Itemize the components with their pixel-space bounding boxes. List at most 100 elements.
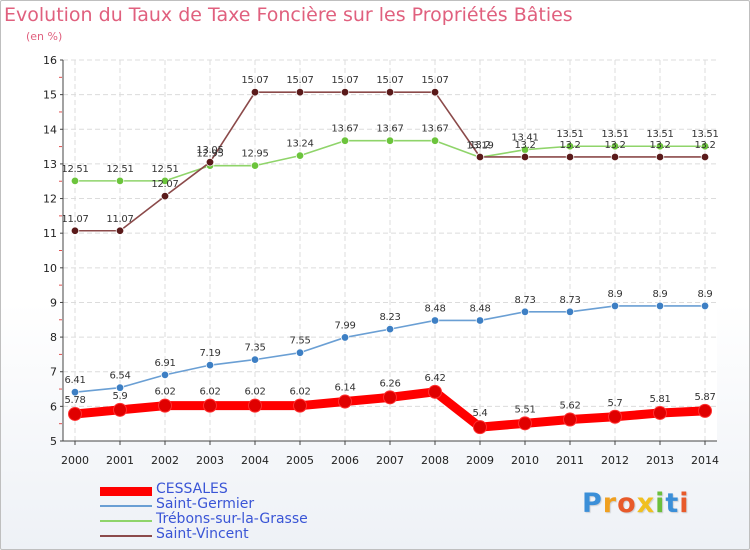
data-point-saint-germier — [205, 360, 215, 370]
data-point-saint-germier — [565, 307, 575, 317]
data-label-cessales: 5.51 — [514, 404, 535, 415]
data-point-saint-vincent — [655, 152, 665, 162]
logo-letter: r — [602, 488, 618, 519]
data-point-tr-bons-sur-la-grasse — [340, 136, 350, 145]
data-label-saint-germier: 8.9 — [652, 289, 667, 300]
y-tick-label: 16 — [43, 54, 57, 67]
data-point-saint-germier — [250, 355, 260, 364]
data-label-saint-germier: 8.9 — [607, 289, 622, 300]
y-tick-label: 5 — [50, 435, 57, 448]
data-label-saint-vincent: 13.2 — [604, 140, 625, 151]
data-label-saint-vincent: 13.2 — [649, 140, 670, 151]
brand-logo: Proxiti — [582, 488, 690, 519]
data-point-cessales — [248, 398, 262, 413]
legend-label: Trébons-sur-la-Grasse — [156, 511, 308, 527]
data-label-saint-vincent: 11.07 — [106, 214, 133, 225]
data-label-saint-vincent: 13.2 — [469, 140, 490, 151]
data-label-cessales: 6.14 — [334, 383, 355, 394]
y-tick-label: 7 — [50, 366, 57, 379]
legend-swatch — [100, 486, 152, 496]
x-tick-label: 2010 — [511, 454, 539, 467]
data-label-tr-bons-sur-la-grasse: 13.41 — [511, 133, 538, 144]
data-label-cessales: 6.26 — [379, 378, 400, 389]
data-label-tr-bons-sur-la-grasse: 13.51 — [556, 129, 583, 140]
data-label-cessales: 5.9 — [112, 391, 127, 402]
x-tick-label: 2001 — [106, 454, 134, 467]
data-point-cessales — [383, 390, 397, 405]
x-tick-label: 2000 — [61, 454, 89, 467]
data-label-cessales: 6.02 — [199, 387, 220, 398]
data-point-tr-bons-sur-la-grasse — [160, 176, 170, 186]
data-label-cessales: 5.78 — [64, 395, 85, 406]
data-label-cessales: 6.02 — [289, 387, 310, 398]
data-label-cessales: 5.87 — [694, 392, 715, 403]
data-point-saint-germier — [340, 333, 350, 342]
data-point-tr-bons-sur-la-grasse — [250, 161, 260, 170]
data-point-cessales — [698, 403, 712, 418]
data-label-saint-germier: 8.9 — [697, 289, 712, 300]
data-label-saint-germier: 6.91 — [154, 358, 175, 369]
data-label-tr-bons-sur-la-grasse: 13.19 — [466, 140, 493, 151]
data-label-cessales: 5.62 — [559, 401, 580, 412]
data-point-tr-bons-sur-la-grasse — [610, 142, 620, 151]
x-tick-label: 2013 — [646, 454, 674, 467]
data-label-cessales: 6.42 — [424, 373, 445, 384]
data-point-tr-bons-sur-la-grasse — [655, 142, 665, 151]
data-point-saint-vincent — [610, 152, 620, 162]
data-point-saint-germier — [520, 307, 530, 317]
x-tick-label: 2011 — [556, 454, 584, 467]
data-point-saint-vincent — [385, 88, 395, 97]
data-point-saint-germier — [610, 301, 620, 311]
data-point-saint-germier — [385, 324, 395, 334]
data-point-saint-germier — [115, 383, 125, 392]
data-point-saint-vincent — [340, 88, 350, 97]
data-point-saint-vincent — [160, 191, 170, 201]
data-point-tr-bons-sur-la-grasse — [70, 176, 80, 186]
data-point-saint-germier — [295, 348, 305, 357]
data-label-saint-germier: 8.48 — [469, 303, 490, 314]
y-tick-label: 11 — [43, 227, 57, 240]
series-tr-bons-sur-la-grasse — [70, 136, 710, 186]
legend-label: Saint-Germier — [156, 496, 255, 512]
data-point-cessales — [113, 402, 127, 417]
data-label-cessales: 6.02 — [154, 387, 175, 398]
data-label-saint-germier: 8.23 — [379, 312, 400, 323]
data-label-saint-germier: 7.19 — [199, 348, 220, 359]
data-label-saint-vincent: 15.07 — [241, 75, 268, 86]
logo-letter: o — [617, 488, 637, 519]
x-tick-label: 2012 — [601, 454, 629, 467]
x-tick-label: 2014 — [691, 454, 719, 467]
data-point-saint-vincent — [115, 226, 125, 235]
logo-letter: i — [655, 488, 666, 519]
data-point-saint-germier — [430, 316, 440, 325]
data-label-saint-germier: 7.35 — [244, 343, 265, 354]
legend-swatch — [100, 535, 152, 537]
data-label-saint-vincent: 15.07 — [376, 75, 403, 86]
data-point-saint-germier — [655, 301, 665, 311]
plot-area — [63, 60, 717, 441]
data-point-saint-vincent — [700, 152, 710, 162]
data-label-saint-germier: 8.48 — [424, 303, 445, 314]
data-point-saint-vincent — [475, 152, 485, 162]
series-cessales — [68, 384, 712, 435]
legend-label: CESSALES — [156, 481, 228, 497]
logo-letter: i — [679, 488, 690, 519]
data-point-cessales — [338, 394, 352, 409]
data-point-saint-vincent — [205, 157, 215, 167]
data-point-cessales — [563, 412, 577, 427]
y-tick-label: 10 — [43, 262, 57, 275]
axis-layer: 5 6 7 8 9 10 11 12 13 14 15 16 2000 2001 2002 2003 2004 2… — [43, 54, 719, 467]
series-layer — [68, 88, 712, 435]
x-tick-label: 2004 — [241, 454, 269, 467]
data-label-saint-vincent: 15.07 — [331, 75, 358, 86]
data-point-cessales — [428, 384, 442, 399]
data-label-saint-germier: 6.41 — [64, 375, 85, 386]
data-label-saint-vincent: 13.2 — [694, 140, 715, 151]
data-point-tr-bons-sur-la-grasse — [115, 176, 125, 186]
data-point-cessales — [68, 406, 82, 421]
data-label-tr-bons-sur-la-grasse: 13.67 — [331, 124, 358, 135]
data-point-cessales — [293, 398, 307, 413]
series-saint-germier — [70, 301, 710, 397]
series-saint-vincent — [70, 88, 710, 235]
